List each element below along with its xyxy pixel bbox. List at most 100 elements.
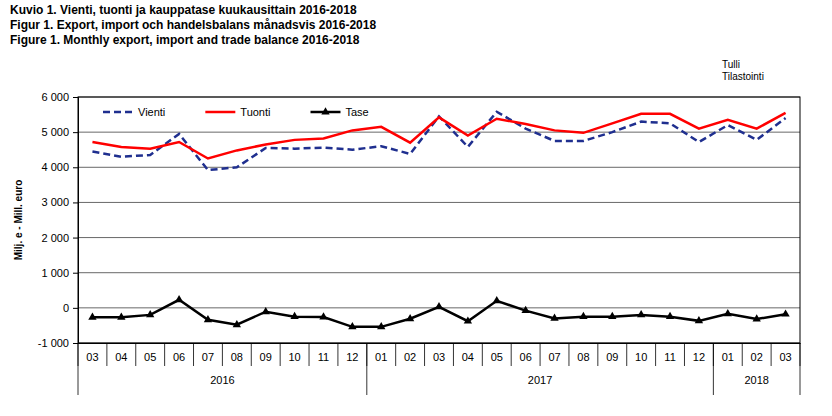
legend-label: Tuonti [240, 106, 270, 118]
legend-item: Tuonti [205, 106, 270, 118]
x-tick-label: 03 [86, 351, 98, 363]
series-marker [175, 295, 183, 302]
y-tick-mark [73, 308, 78, 309]
month-separator [337, 343, 338, 366]
series-marker [695, 316, 703, 323]
series-marker [262, 307, 270, 314]
legend-key [103, 111, 133, 114]
x-tick-label: 08 [577, 351, 589, 363]
series-marker [204, 315, 212, 322]
x-tick-label: 05 [144, 351, 156, 363]
y-tick: -1 000 [38, 337, 78, 349]
y-tick: 1 000 [41, 267, 78, 279]
series-marker [233, 320, 241, 327]
legend-label: Tase [346, 106, 369, 118]
x-tick: 07 [548, 343, 560, 363]
y-tick-mark [73, 238, 78, 239]
x-axis-line [79, 343, 801, 344]
x-tick-label: 06 [520, 351, 532, 363]
y-tick-label: 6 000 [41, 91, 69, 103]
x-tick-label: 10 [288, 351, 300, 363]
month-separator [742, 343, 743, 366]
grid-line [78, 132, 800, 133]
grid-line [78, 167, 800, 168]
x-tick-label: 03 [433, 351, 445, 363]
year-separator [800, 343, 801, 395]
year-separator [78, 343, 79, 395]
month-separator [684, 343, 685, 366]
series-marker [117, 313, 125, 320]
series-marker [781, 309, 789, 316]
y-tick-mark [73, 202, 78, 203]
month-separator [424, 343, 425, 366]
x-tick-label: 01 [722, 351, 734, 363]
month-separator [597, 343, 598, 366]
month-separator [540, 343, 541, 366]
series-marker [493, 296, 501, 303]
y-tick-mark [73, 97, 78, 98]
y-tick-label: 3 000 [41, 196, 69, 208]
y-axis: -1 000 0 1 000 2 000 3 000 4 000 5 000 6 000 [38, 91, 79, 349]
y-axis-title: Milj. e - Mill. euro [13, 180, 24, 261]
plot-frame [78, 97, 800, 343]
y-tick: 5 000 [41, 126, 78, 138]
x-tick-label: 10 [635, 351, 647, 363]
series-marker [608, 312, 616, 319]
series-marker [88, 313, 96, 320]
x-tick-label: 09 [606, 351, 618, 363]
x-tick-label: 05 [491, 351, 503, 363]
x-tick-label: 02 [751, 351, 763, 363]
x-tick-label: 07 [548, 351, 560, 363]
year-separator [366, 343, 367, 395]
month-separator [251, 343, 252, 366]
x-tick: 12 [346, 343, 358, 363]
series-line [92, 113, 785, 159]
x-tick: 05 [144, 343, 156, 363]
source: Tulli [722, 59, 740, 70]
y-axis-line [73, 98, 79, 344]
month-separator [106, 343, 107, 366]
x-tick-label: 06 [173, 351, 185, 363]
month-separator [395, 343, 396, 366]
x-tick: 04 [462, 343, 474, 363]
x-tick-label: 12 [693, 351, 705, 363]
series-marker [724, 309, 732, 316]
y-tick: 0 [63, 302, 78, 314]
series-marker [290, 312, 298, 319]
x-tick-label: 04 [115, 351, 127, 363]
x-tick: 03 [433, 343, 445, 363]
x-tick: 05 [491, 343, 503, 363]
y-tick-mark [73, 273, 78, 274]
x-tick: 10 [288, 343, 300, 363]
x-tick: 04 [115, 343, 127, 363]
y-tick-mark [73, 167, 78, 168]
month-separator [193, 343, 194, 366]
x-tick: 10 [635, 343, 647, 363]
month-separator [164, 343, 165, 366]
series-marker [464, 316, 472, 323]
y-tick-label: -1 000 [38, 337, 69, 349]
month-separator [655, 343, 656, 366]
x-tick-label: 03 [779, 351, 791, 363]
x-tick-label: 02 [404, 351, 416, 363]
y-tick: 3 000 [41, 196, 78, 208]
x-tick: 08 [577, 343, 589, 363]
x-tick: 02 [404, 343, 416, 363]
plot-area [88, 112, 789, 329]
series-marker [348, 322, 356, 329]
legend-item: Tase [311, 106, 369, 118]
x-tick-label: 11 [664, 351, 675, 363]
series-marker [521, 306, 529, 313]
year-label: 2018 [744, 374, 768, 386]
month-separator [511, 343, 512, 366]
series-line [92, 300, 785, 327]
x-tick: 11 [664, 343, 675, 363]
x-separators [78, 343, 800, 395]
month-separator [771, 343, 772, 366]
y-tick: 4 000 [41, 161, 78, 173]
x-tick-label: 07 [202, 351, 214, 363]
y-tick: 2 000 [41, 232, 78, 244]
y-tick-label: 0 [63, 302, 69, 314]
grid-line [78, 237, 800, 238]
y-tick-label: 5 000 [41, 126, 69, 138]
